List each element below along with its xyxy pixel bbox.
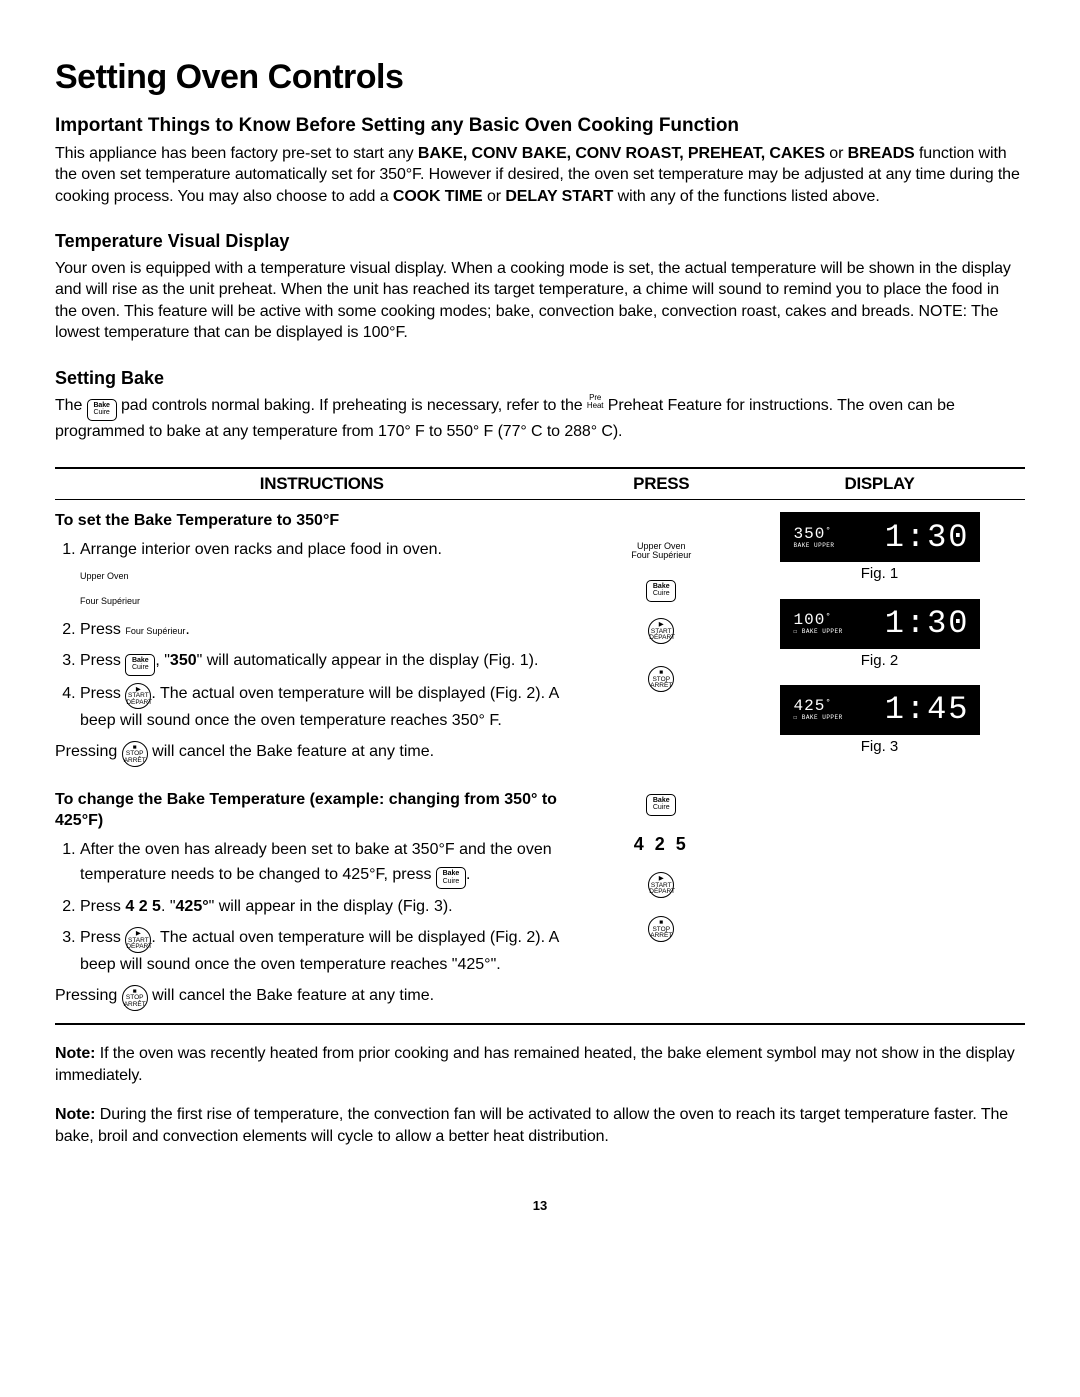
step: Press ▶STARTDÉPART. The actual oven temp…	[80, 926, 589, 978]
four-sup-label: Four Supérieur	[125, 626, 185, 636]
text: with any of the functions listed above.	[613, 188, 879, 205]
text: This appliance has been factory pre-set …	[55, 145, 418, 162]
bake-pad-icon: BakeCuire	[646, 794, 676, 816]
subheading-change-425: To change the Bake Temperature (example:…	[55, 789, 589, 832]
subheading-set-350: To set the Bake Temperature to 350°F	[55, 510, 589, 532]
section-heading-bake: Setting Bake	[55, 366, 1025, 390]
text: or	[825, 145, 848, 162]
text: The	[55, 397, 87, 414]
page-title: Setting Oven Controls	[55, 55, 1025, 101]
fig2-caption: Fig. 2	[734, 651, 1025, 671]
stop-pad-icon: ■STOPARRÊT	[648, 666, 674, 692]
note-2: Note: During the first rise of temperatu…	[55, 1104, 1025, 1147]
press-upper-oven: Upper OvenFour Supérieur	[589, 542, 735, 560]
step: Press ▶STARTDÉPART. The actual oven temp…	[80, 682, 589, 734]
steps-set-350: Arrange interior oven racks and place fo…	[80, 538, 589, 734]
bake-pad-icon: BakeCuire	[125, 654, 155, 676]
text: or	[483, 188, 506, 205]
section-body-tvd: Your oven is equipped with a temperature…	[55, 258, 1025, 344]
lcd-fig3: 425°☐ BAKE UPPER 1:45	[780, 685, 980, 735]
col-header-instructions: INSTRUCTIONS	[55, 469, 589, 500]
text-bold: BREADS	[848, 145, 915, 162]
page-number: 13	[55, 1197, 1025, 1215]
press-425: 4 2 5	[589, 832, 735, 856]
step: After the oven has already been set to b…	[80, 838, 589, 889]
section-body-bake: The BakeCuire pad controls normal baking…	[55, 394, 1025, 442]
start-pad-icon: ▶STARTDÉPART	[125, 683, 151, 709]
lcd-fig2: 100°☐ BAKE UPPER 1:30	[780, 599, 980, 649]
bake-pad-icon: BakeCuire	[646, 580, 676, 602]
step: Arrange interior oven racks and place fo…	[80, 538, 589, 612]
steps-change-425: After the oven has already been set to b…	[80, 838, 589, 978]
cancel-note: Pressing ■STOPARRÊT will cancel the Bake…	[55, 740, 589, 767]
note-1: Note: If the oven was recently heated fr…	[55, 1043, 1025, 1086]
cancel-note: Pressing ■STOPARRÊT will cancel the Bake…	[55, 984, 589, 1011]
step: Press Four Supérieur.	[80, 618, 589, 643]
press-column: Upper OvenFour Supérieur BakeCuire ▶STAR…	[589, 508, 735, 1010]
stop-pad-icon: ■STOPARRÊT	[648, 916, 674, 942]
text-bold: DELAY START	[505, 188, 613, 205]
text-bold: BAKE, CONV BAKE, CONV ROAST, PREHEAT, CA…	[418, 145, 825, 162]
text: pad controls normal baking. If preheatin…	[117, 397, 587, 414]
step: Press 4 2 5. "425°" will appear in the d…	[80, 895, 589, 920]
stop-pad-icon: ■STOPARRÊT	[122, 985, 148, 1011]
start-pad-icon: ▶STARTDÉPART	[648, 872, 674, 898]
bake-pad-icon: BakeCuire	[436, 867, 466, 889]
section-heading-tvd: Temperature Visual Display	[55, 229, 1025, 253]
step: Press BakeCuire, "350" will automaticall…	[80, 649, 589, 676]
preheat-pad-icon: PreHeat	[587, 394, 604, 410]
text-bold: COOK TIME	[393, 188, 483, 205]
display-column: 350°BAKE UPPER 1:30 Fig. 1 100°☐ BAKE UP…	[734, 508, 1025, 1010]
section-body-important: This appliance has been factory pre-set …	[55, 143, 1025, 208]
stop-pad-icon: ■STOPARRÊT	[122, 741, 148, 767]
instructions-column: To set the Bake Temperature to 350°F Arr…	[55, 508, 589, 1010]
instruction-table: INSTRUCTIONS PRESS DISPLAY To set the Ba…	[55, 467, 1025, 1025]
fig3-caption: Fig. 3	[734, 737, 1025, 757]
bake-pad-icon: BakeCuire	[87, 399, 117, 421]
start-pad-icon: ▶STARTDÉPART	[648, 618, 674, 644]
start-pad-icon: ▶STARTDÉPART	[125, 927, 151, 953]
col-header-press: PRESS	[589, 469, 735, 500]
section-heading-important: Important Things to Know Before Setting …	[55, 113, 1025, 139]
fig1-caption: Fig. 1	[734, 564, 1025, 584]
lcd-fig1: 350°BAKE UPPER 1:30	[780, 512, 980, 562]
col-header-display: DISPLAY	[734, 469, 1025, 500]
table-header: INSTRUCTIONS PRESS DISPLAY	[55, 469, 1025, 501]
upper-oven-label: Upper OvenFour Supérieur	[80, 571, 140, 606]
table-body: To set the Bake Temperature to 350°F Arr…	[55, 500, 1025, 1022]
